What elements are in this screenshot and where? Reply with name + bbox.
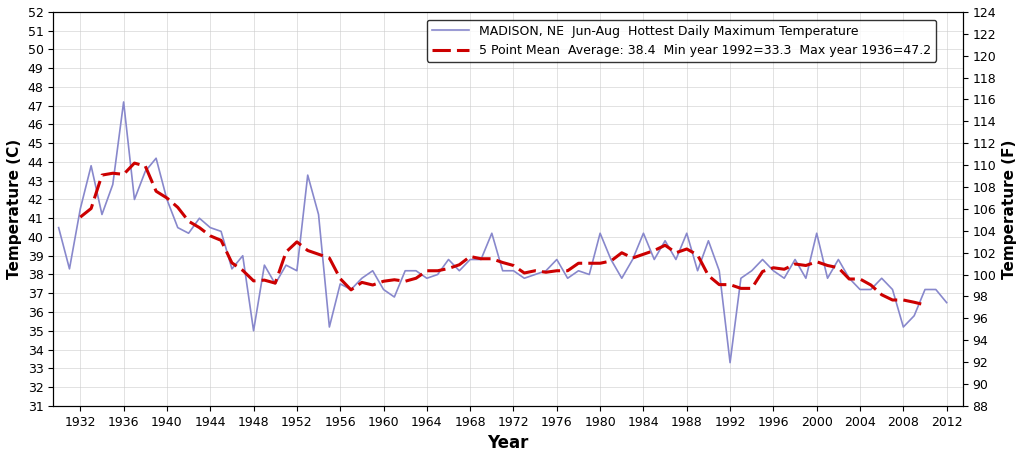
5 Point Mean  Average: 38.4  Min year 1992=33.3  Max year 1936=47.2: (1.95e+03, 39.7): 38.4 Min year 1992=33.3 Max year 1936=47…: [291, 239, 303, 245]
Line: 5 Point Mean  Average: 38.4  Min year 1992=33.3  Max year 1936=47.2: 5 Point Mean Average: 38.4 Min year 1992…: [80, 163, 925, 305]
MADISON, NE  Jun-Aug  Hottest Daily Maximum Temperature: [118, 99, 130, 105]
X-axis label: Year: Year: [487, 434, 528, 452]
5 Point Mean  Average: 38.4  Min year 1992=33.3  Max year 1936=47.2: (2.01e+03, 36.4): 38.4 Min year 1992=33.3 Max year 1936=47…: [919, 302, 931, 308]
5 Point Mean  Average: 38.4  Min year 1992=33.3  Max year 1936=47.2: (1.95e+03, 39.1): 38.4 Min year 1992=33.3 Max year 1936=47…: [312, 252, 325, 257]
5 Point Mean  Average: 38.4  Min year 1992=33.3  Max year 1936=47.2: (1.96e+03, 38.2): 38.4 Min year 1992=33.3 Max year 1936=47…: [431, 268, 443, 274]
Legend: MADISON, NE  Jun-Aug  Hottest Daily Maximum Temperature, 5 Point Mean  Average: : MADISON, NE Jun-Aug Hottest Daily Maximu…: [427, 20, 936, 62]
MADISON, NE  Jun-Aug  Hottest Daily Maximum Temperature: [594, 230, 606, 236]
MADISON, NE  Jun-Aug  Hottest Daily Maximum Temperature: [106, 182, 119, 187]
MADISON, NE  Jun-Aug  Hottest Daily Maximum Temperature: [194, 215, 206, 221]
5 Point Mean  Average: 38.4  Min year 1992=33.3  Max year 1936=47.2: (1.96e+03, 38.2): 38.4 Min year 1992=33.3 Max year 1936=47…: [421, 268, 433, 274]
MADISON, NE  Jun-Aug  Hottest Daily Maximum Temperature: [724, 360, 736, 365]
MADISON, NE  Jun-Aug  Hottest Daily Maximum Temperature: [940, 300, 952, 305]
Y-axis label: Temperature (C): Temperature (C): [7, 139, 22, 279]
MADISON, NE  Jun-Aug  Hottest Daily Maximum Temperature: [702, 238, 715, 243]
5 Point Mean  Average: 38.4  Min year 1992=33.3  Max year 1936=47.2: (1.93e+03, 41.1): 38.4 Min year 1992=33.3 Max year 1936=47…: [74, 214, 86, 220]
MADISON, NE  Jun-Aug  Hottest Daily Maximum Temperature: [248, 328, 260, 334]
5 Point Mean  Average: 38.4  Min year 1992=33.3  Max year 1936=47.2: (1.99e+03, 37.9): 38.4 Min year 1992=33.3 Max year 1936=47…: [702, 273, 715, 278]
MADISON, NE  Jun-Aug  Hottest Daily Maximum Temperature: [52, 225, 65, 230]
MADISON, NE  Jun-Aug  Hottest Daily Maximum Temperature: [767, 268, 779, 274]
Line: MADISON, NE  Jun-Aug  Hottest Daily Maximum Temperature: MADISON, NE Jun-Aug Hottest Daily Maximu…: [58, 102, 946, 363]
5 Point Mean  Average: 38.4  Min year 1992=33.3  Max year 1936=47.2: (1.98e+03, 38.6): 38.4 Min year 1992=33.3 Max year 1936=47…: [572, 261, 585, 266]
Y-axis label: Temperature (F): Temperature (F): [1002, 139, 1017, 279]
5 Point Mean  Average: 38.4  Min year 1992=33.3  Max year 1936=47.2: (1.94e+03, 43.9): 38.4 Min year 1992=33.3 Max year 1936=47…: [128, 160, 140, 166]
